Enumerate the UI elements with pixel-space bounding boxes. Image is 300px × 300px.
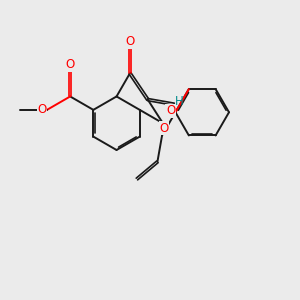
Text: O: O — [38, 103, 47, 116]
Text: O: O — [66, 58, 75, 71]
Text: H: H — [175, 94, 183, 107]
Text: O: O — [166, 104, 175, 117]
Text: O: O — [160, 122, 169, 135]
Text: O: O — [125, 35, 134, 48]
